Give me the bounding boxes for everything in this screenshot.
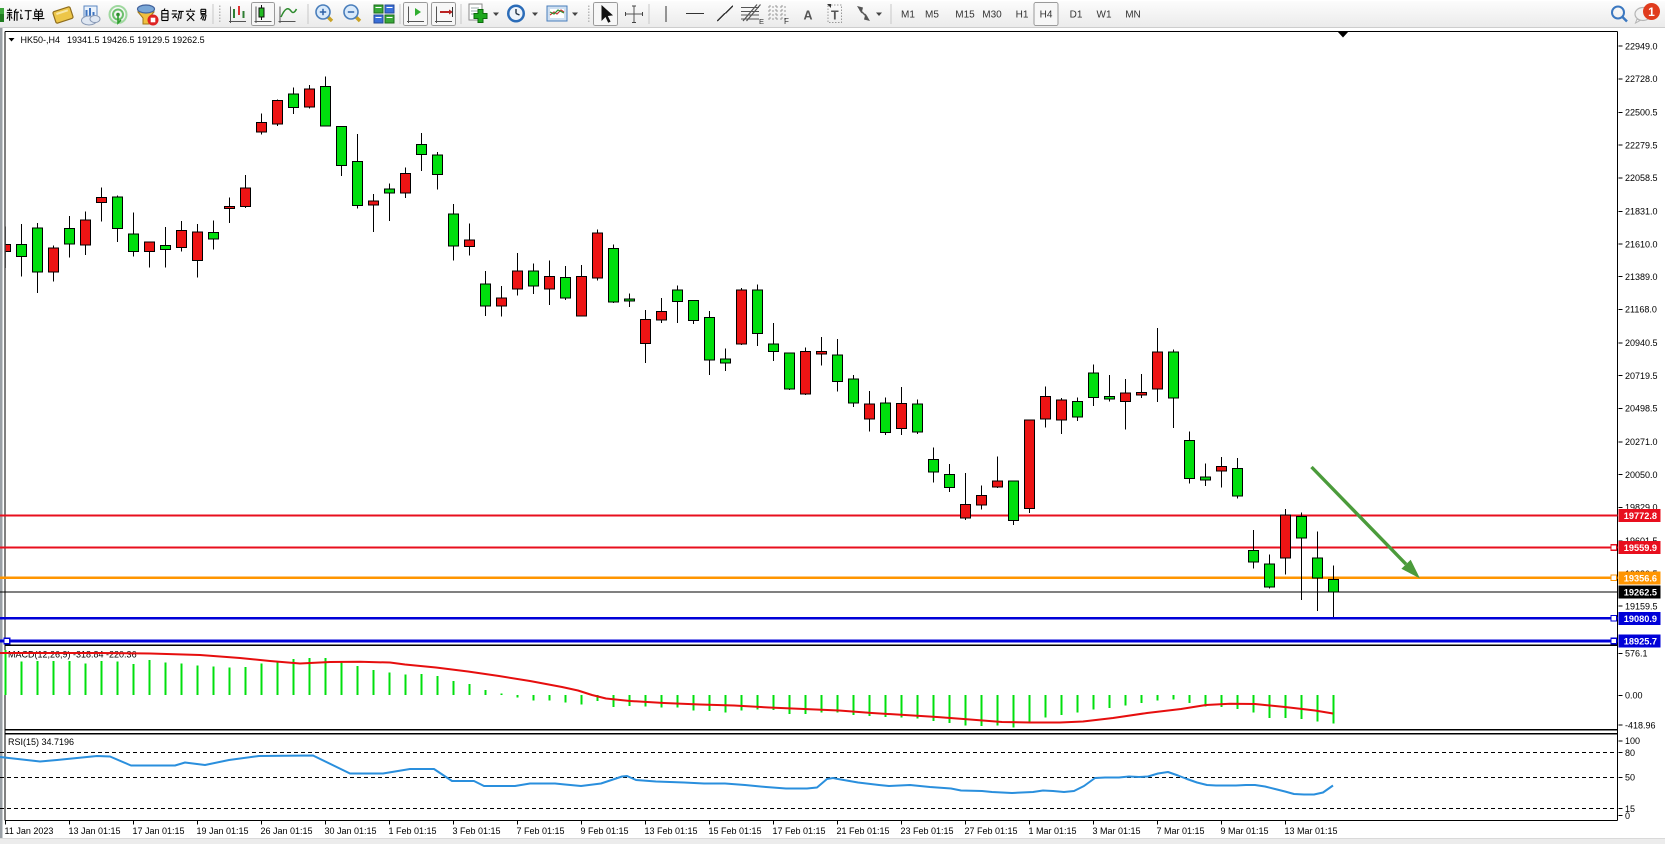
svg-text:22279.5: 22279.5 bbox=[1625, 140, 1658, 150]
svg-text:22728.0: 22728.0 bbox=[1625, 74, 1658, 84]
svg-text:19356.6: 19356.6 bbox=[1624, 573, 1657, 583]
svg-text:D1: D1 bbox=[1070, 10, 1083, 21]
svg-text:18925.7: 18925.7 bbox=[1624, 637, 1657, 647]
svg-text:13 Jan 01:15: 13 Jan 01:15 bbox=[69, 826, 121, 836]
svg-text:17 Jan 01:15: 17 Jan 01:15 bbox=[133, 826, 185, 836]
svg-text:MN: MN bbox=[1125, 10, 1141, 21]
svg-text:20498.5: 20498.5 bbox=[1625, 404, 1658, 414]
svg-text:26 Jan 01:15: 26 Jan 01:15 bbox=[261, 826, 313, 836]
svg-text:7 Feb 01:15: 7 Feb 01:15 bbox=[517, 826, 565, 836]
svg-text:21831.0: 21831.0 bbox=[1625, 207, 1658, 217]
svg-text:1: 1 bbox=[1648, 5, 1655, 19]
svg-text:F: F bbox=[784, 17, 789, 26]
svg-text:-418.96: -418.96 bbox=[1625, 720, 1656, 730]
svg-text:M5: M5 bbox=[925, 10, 939, 21]
svg-text:H4: H4 bbox=[1040, 10, 1053, 21]
svg-text:7 Mar 01:15: 7 Mar 01:15 bbox=[1157, 826, 1205, 836]
svg-text:1 Feb 01:15: 1 Feb 01:15 bbox=[389, 826, 437, 836]
svg-text:M15: M15 bbox=[955, 10, 975, 21]
svg-text:20719.5: 20719.5 bbox=[1625, 371, 1658, 381]
svg-text:21 Feb 01:15: 21 Feb 01:15 bbox=[837, 826, 890, 836]
svg-text:11 Jan 2023: 11 Jan 2023 bbox=[5, 826, 54, 836]
svg-text:M30: M30 bbox=[982, 10, 1002, 21]
svg-text:H1: H1 bbox=[1016, 10, 1029, 21]
svg-text:19559.9: 19559.9 bbox=[1624, 543, 1657, 553]
svg-text:20050.0: 20050.0 bbox=[1625, 470, 1658, 480]
svg-text:19341.5 19426.5 19129.5 19262.: 19341.5 19426.5 19129.5 19262.5 bbox=[67, 35, 205, 45]
svg-text:19 Jan 01:15: 19 Jan 01:15 bbox=[197, 826, 249, 836]
svg-text:20940.5: 20940.5 bbox=[1625, 338, 1658, 348]
svg-text:21389.0: 21389.0 bbox=[1625, 272, 1658, 282]
svg-text:T: T bbox=[831, 9, 839, 23]
svg-text:19080.9: 19080.9 bbox=[1624, 614, 1657, 624]
svg-text:22058.5: 22058.5 bbox=[1625, 173, 1658, 183]
svg-text:3 Mar 01:15: 3 Mar 01:15 bbox=[1093, 826, 1141, 836]
svg-text:30 Jan 01:15: 30 Jan 01:15 bbox=[325, 826, 377, 836]
svg-text:15 Feb 01:15: 15 Feb 01:15 bbox=[709, 826, 762, 836]
svg-text:19772.8: 19772.8 bbox=[1624, 511, 1657, 521]
svg-text:23 Feb 01:15: 23 Feb 01:15 bbox=[901, 826, 954, 836]
svg-text:0.00: 0.00 bbox=[1625, 691, 1643, 701]
svg-text:22949.0: 22949.0 bbox=[1625, 41, 1658, 51]
svg-text:9 Mar 01:15: 9 Mar 01:15 bbox=[1221, 826, 1269, 836]
svg-text:13 Feb 01:15: 13 Feb 01:15 bbox=[645, 826, 698, 836]
svg-text:1 Mar 01:15: 1 Mar 01:15 bbox=[1029, 826, 1077, 836]
svg-text:15: 15 bbox=[1625, 804, 1635, 814]
svg-text:19262.5: 19262.5 bbox=[1624, 588, 1657, 598]
svg-text:RSI(15) 34.7196: RSI(15) 34.7196 bbox=[8, 737, 74, 747]
svg-text:20271.0: 20271.0 bbox=[1625, 437, 1658, 447]
svg-text:A: A bbox=[803, 9, 812, 23]
svg-text:13 Mar 01:15: 13 Mar 01:15 bbox=[1285, 826, 1338, 836]
svg-text:HK50-,H4: HK50-,H4 bbox=[21, 35, 61, 45]
svg-text:576.1: 576.1 bbox=[1625, 649, 1648, 659]
svg-text:W1: W1 bbox=[1097, 10, 1112, 21]
svg-text:100: 100 bbox=[1625, 736, 1640, 746]
svg-text:MACD(12,26,9) -318.84 -220.36: MACD(12,26,9) -318.84 -220.36 bbox=[8, 650, 137, 660]
svg-text:50: 50 bbox=[1625, 773, 1635, 783]
svg-text:M1: M1 bbox=[901, 10, 915, 21]
svg-text:27 Feb 01:15: 27 Feb 01:15 bbox=[965, 826, 1018, 836]
svg-text:17 Feb 01:15: 17 Feb 01:15 bbox=[773, 826, 826, 836]
svg-text:22500.5: 22500.5 bbox=[1625, 108, 1658, 118]
svg-text:21610.0: 21610.0 bbox=[1625, 239, 1658, 249]
svg-text:9 Feb 01:15: 9 Feb 01:15 bbox=[581, 826, 629, 836]
svg-text:19159.5: 19159.5 bbox=[1625, 601, 1658, 611]
svg-text:21168.0: 21168.0 bbox=[1625, 305, 1657, 315]
svg-text:3 Feb 01:15: 3 Feb 01:15 bbox=[453, 826, 501, 836]
svg-text:0: 0 bbox=[1625, 811, 1630, 821]
svg-text:19829.0: 19829.0 bbox=[1625, 502, 1658, 512]
svg-text:80: 80 bbox=[1625, 748, 1635, 758]
svg-text:E: E bbox=[759, 17, 764, 26]
